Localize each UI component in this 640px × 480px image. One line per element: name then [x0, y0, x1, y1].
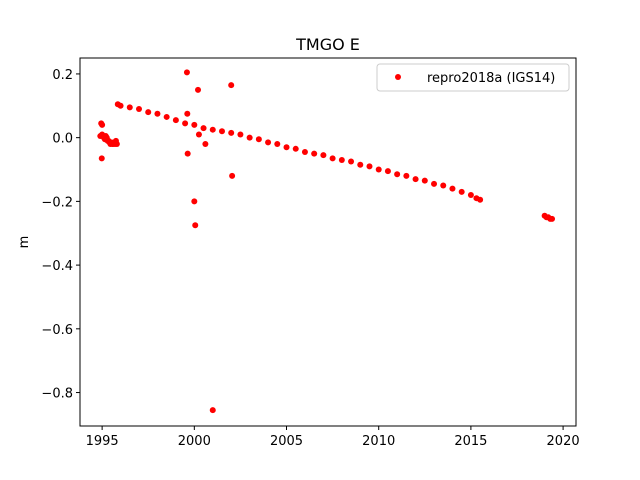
x-tick-label: 1995 — [86, 434, 119, 449]
y-axis-label: m — [17, 236, 32, 249]
x-axis: 1995 2000 2005 2010 2015 2020 — [86, 426, 580, 449]
y-tick-label: 0.0 — [52, 132, 73, 147]
data-point — [163, 113, 170, 120]
data-point — [191, 198, 198, 205]
data-point — [412, 176, 419, 183]
data-point — [145, 109, 152, 116]
data-point — [467, 192, 474, 198]
y-tick-label: −0.4 — [41, 259, 73, 274]
data-point — [98, 155, 105, 162]
data-point — [202, 141, 209, 148]
data-point — [283, 144, 290, 151]
y-tick-label: −0.2 — [41, 195, 73, 210]
legend-marker — [395, 74, 401, 80]
y-tick-label: −0.6 — [41, 323, 73, 338]
data-point — [183, 69, 190, 76]
data-point — [154, 110, 161, 117]
data-point — [200, 125, 207, 132]
x-tick-label: 2005 — [270, 434, 303, 449]
data-point — [172, 117, 179, 124]
x-tick-label: 2000 — [178, 434, 211, 449]
data-point — [394, 171, 401, 178]
data-point — [449, 185, 456, 192]
legend: repro2018a (IGS14) — [376, 63, 570, 92]
data-point — [458, 188, 465, 195]
data-point — [292, 145, 299, 152]
data-point — [228, 82, 235, 89]
x-tick-label: 2015 — [454, 434, 487, 449]
scatter-points — [97, 69, 556, 414]
data-point — [136, 105, 142, 112]
data-point — [274, 141, 281, 148]
y-tick-label: 0.2 — [52, 68, 73, 83]
data-point — [338, 156, 345, 163]
data-point — [228, 129, 235, 136]
data-point — [384, 168, 391, 175]
data-point — [192, 222, 199, 229]
data-point — [549, 215, 556, 222]
data-point — [431, 180, 438, 187]
data-point — [195, 131, 202, 138]
legend-box — [376, 63, 570, 92]
data-point — [320, 152, 327, 159]
data-point — [113, 141, 120, 148]
y-tick-label: −0.8 — [41, 387, 73, 402]
data-point — [255, 136, 262, 143]
data-point — [357, 161, 364, 168]
data-point — [117, 102, 124, 109]
data-point — [184, 110, 191, 117]
data-point — [209, 407, 216, 414]
data-point — [229, 172, 236, 179]
data-point — [301, 148, 308, 155]
data-point — [375, 166, 382, 173]
data-point — [195, 86, 202, 93]
data-point — [182, 120, 189, 127]
data-point — [218, 128, 225, 135]
data-point — [246, 134, 253, 141]
y-axis: 0.2 0.0 −0.2 −0.4 −0.6 −0.8 — [41, 68, 80, 402]
data-point — [126, 104, 133, 111]
chart-title: TMGO E — [295, 35, 360, 54]
data-point — [184, 150, 191, 157]
data-point — [366, 163, 373, 170]
data-point — [237, 131, 244, 138]
x-tick-label: 2020 — [547, 434, 580, 449]
data-point — [329, 155, 336, 162]
data-point — [311, 150, 318, 157]
data-point — [421, 177, 428, 184]
legend-label: repro2018a (IGS14) — [427, 71, 555, 86]
plot-frame — [79, 57, 577, 427]
data-point — [403, 172, 410, 179]
data-point — [348, 158, 355, 165]
data-point — [191, 121, 198, 128]
data-point — [440, 182, 447, 189]
data-point — [265, 139, 272, 146]
data-point — [99, 121, 106, 128]
x-tick-label: 2010 — [362, 434, 395, 449]
data-point — [477, 196, 484, 203]
data-point — [209, 126, 216, 133]
